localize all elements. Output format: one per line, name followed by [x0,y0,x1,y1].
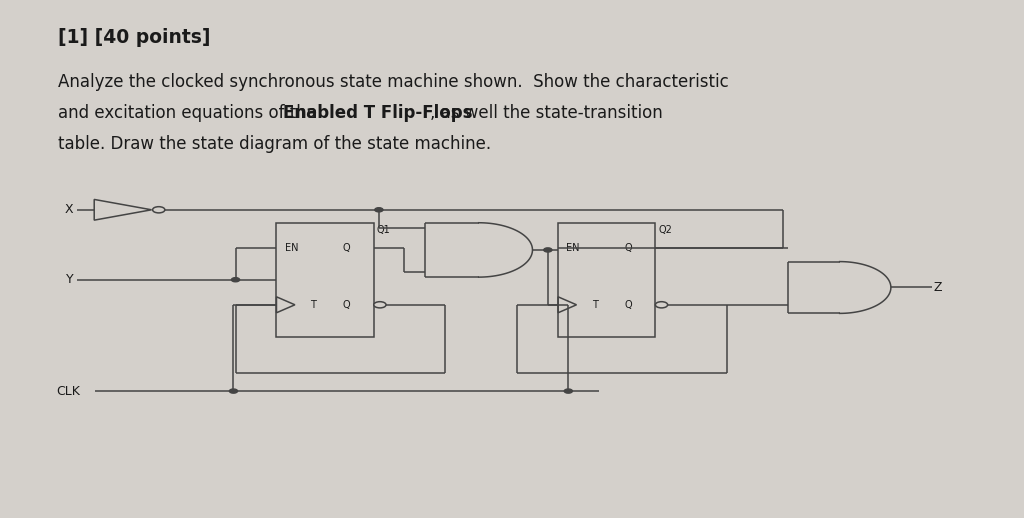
Text: Enabled T Flip-Flops: Enabled T Flip-Flops [283,104,472,122]
Text: Q: Q [343,243,350,253]
Text: CLK: CLK [56,384,80,398]
Text: EN: EN [285,243,298,253]
Text: table. Draw the state diagram of the state machine.: table. Draw the state diagram of the sta… [58,135,492,153]
Text: Q: Q [625,243,632,253]
Circle shape [153,207,165,213]
Circle shape [544,248,552,252]
Text: Z: Z [934,281,942,294]
Text: [1] [40 points]: [1] [40 points] [58,28,211,48]
Text: Q1: Q1 [377,225,390,235]
Text: Q: Q [343,300,350,310]
Circle shape [375,208,383,212]
Circle shape [564,389,572,393]
Circle shape [374,301,386,308]
Text: X: X [66,203,74,217]
Circle shape [229,389,238,393]
Text: EN: EN [566,243,580,253]
Text: Analyze the clocked synchronous state machine shown.  Show the characteristic: Analyze the clocked synchronous state ma… [58,73,729,91]
Text: T: T [592,300,598,310]
Text: and excitation equations of the: and excitation equations of the [58,104,323,122]
Bar [558,223,655,337]
Text: , as well the state-transition: , as well the state-transition [430,104,663,122]
Circle shape [231,278,240,282]
Circle shape [655,301,668,308]
Text: Q2: Q2 [658,225,673,235]
Text: T: T [310,300,316,310]
Text: Y: Y [67,273,74,286]
Text: Q: Q [625,300,632,310]
Bar [276,223,374,337]
